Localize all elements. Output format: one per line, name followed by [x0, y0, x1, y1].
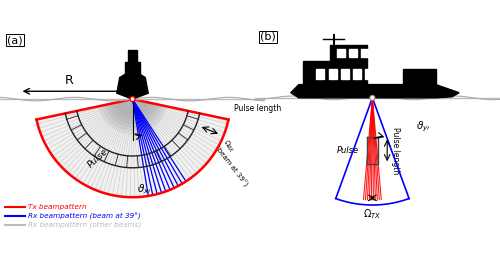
Polygon shape: [124, 99, 140, 107]
Polygon shape: [106, 99, 160, 127]
Text: Tx beampattern: Tx beampattern: [28, 204, 87, 210]
Polygon shape: [303, 61, 368, 85]
Bar: [353, 69, 361, 79]
Circle shape: [130, 97, 135, 102]
Polygon shape: [117, 70, 148, 99]
Text: $\vartheta_{y\prime}$: $\vartheta_{y\prime}$: [416, 119, 431, 134]
Bar: [365, 69, 374, 79]
Bar: [328, 69, 336, 79]
Polygon shape: [128, 50, 138, 62]
Circle shape: [370, 95, 375, 100]
Bar: [361, 49, 370, 57]
Polygon shape: [99, 99, 166, 133]
Text: $\Omega_{RX}$
(beam at 39°): $\Omega_{RX}$ (beam at 39°): [213, 138, 258, 188]
Polygon shape: [122, 99, 144, 111]
Polygon shape: [403, 69, 436, 85]
Text: Pulse length: Pulse length: [392, 127, 400, 174]
Bar: [316, 69, 324, 79]
Text: Pulse: Pulse: [86, 147, 110, 169]
Polygon shape: [108, 99, 156, 124]
Polygon shape: [124, 62, 140, 78]
Polygon shape: [367, 137, 378, 164]
Text: (b): (b): [260, 32, 276, 42]
Text: Pulse: Pulse: [337, 146, 359, 155]
Polygon shape: [128, 99, 138, 104]
Text: Rx beampattern (beam at 39°): Rx beampattern (beam at 39°): [28, 212, 141, 220]
Polygon shape: [118, 99, 147, 114]
Polygon shape: [112, 99, 154, 120]
Polygon shape: [36, 99, 228, 197]
Text: $\vartheta_{x\prime}$: $\vartheta_{x\prime}$: [137, 183, 152, 196]
Polygon shape: [102, 99, 163, 130]
Polygon shape: [290, 85, 459, 98]
Bar: [341, 69, 349, 79]
Text: R: R: [64, 74, 73, 87]
Polygon shape: [119, 78, 146, 93]
Bar: [336, 49, 345, 57]
Text: (a): (a): [7, 35, 22, 45]
Bar: [349, 49, 357, 57]
Polygon shape: [330, 45, 368, 61]
Text: $\Omega_{TX}$: $\Omega_{TX}$: [363, 207, 382, 221]
Text: Rx beampattern (other beams): Rx beampattern (other beams): [28, 221, 142, 228]
Text: Pulse length: Pulse length: [234, 105, 281, 113]
Polygon shape: [115, 99, 150, 117]
